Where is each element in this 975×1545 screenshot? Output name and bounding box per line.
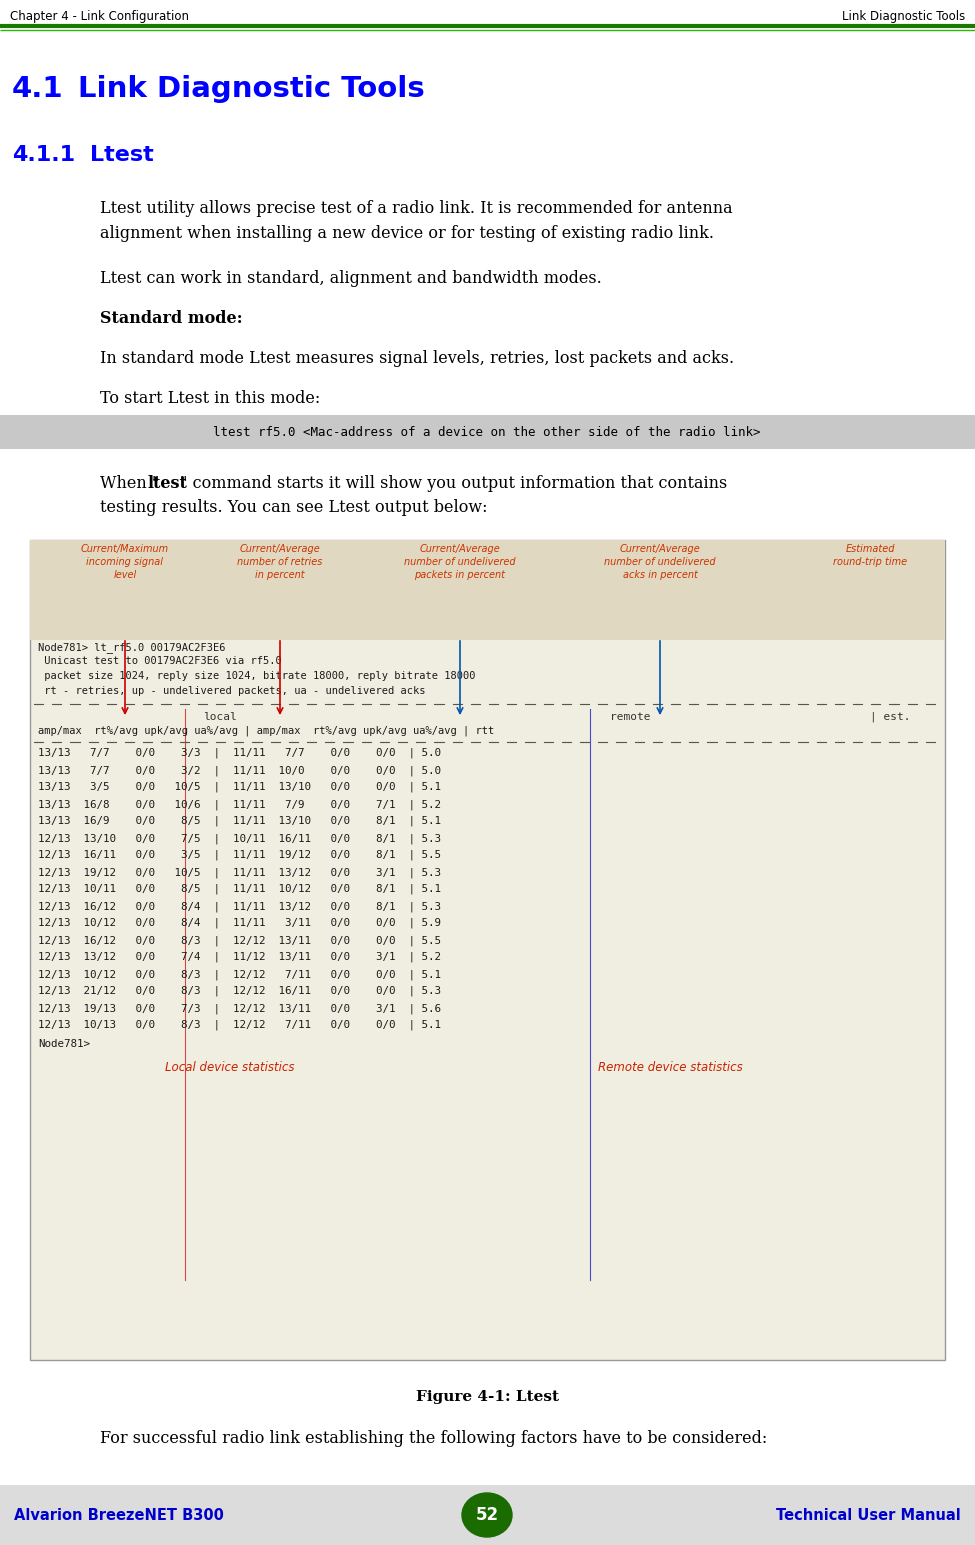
Text: 12/13  19/12   0/0   10/5  |  11/11  13/12   0/0    3/1  | 5.3: 12/13 19/12 0/0 10/5 | 11/11 13/12 0/0 3…	[38, 867, 441, 878]
Text: Node781> lt_rf5.0 00179AC2F3E6: Node781> lt_rf5.0 00179AC2F3E6	[38, 643, 225, 654]
Text: Alvarion BreezeNET B300: Alvarion BreezeNET B300	[14, 1508, 224, 1522]
Text: Estimated
round-trip time: Estimated round-trip time	[833, 544, 907, 567]
Text: Node781>: Node781>	[38, 1038, 90, 1049]
FancyBboxPatch shape	[30, 541, 945, 640]
Text: local: local	[203, 712, 237, 722]
Text: 12/13  16/11   0/0    3/5  |  11/11  19/12   0/0    8/1  | 5.5: 12/13 16/11 0/0 3/5 | 11/11 19/12 0/0 8/…	[38, 850, 441, 861]
Text: Current/Average
number of undelivered
acks in percent: Current/Average number of undelivered ac…	[604, 544, 716, 579]
Text: " command starts it will show you output information that contains: " command starts it will show you output…	[180, 474, 727, 491]
Text: Chapter 4 - Link Configuration: Chapter 4 - Link Configuration	[10, 9, 189, 23]
Text: 12/13  10/12   0/0    8/3  |  12/12   7/11   0/0    0/0  | 5.1: 12/13 10/12 0/0 8/3 | 12/12 7/11 0/0 0/0…	[38, 969, 441, 980]
Text: 12/13  13/10   0/0    7/5  |  10/11  16/11   0/0    8/1  | 5.3: 12/13 13/10 0/0 7/5 | 10/11 16/11 0/0 8/…	[38, 833, 441, 844]
Text: 12/13  13/12   0/0    7/4  |  11/12  13/11   0/0    3/1  | 5.2: 12/13 13/12 0/0 7/4 | 11/12 13/11 0/0 3/…	[38, 952, 441, 963]
Text: Unicast test to 00179AC2F3E6 via rf5.0: Unicast test to 00179AC2F3E6 via rf5.0	[38, 657, 282, 666]
Text: In standard mode Ltest measures signal levels, retries, lost packets and acks.: In standard mode Ltest measures signal l…	[100, 351, 734, 368]
Text: 12/13  16/12   0/0    8/4  |  11/11  13/12   0/0    8/1  | 5.3: 12/13 16/12 0/0 8/4 | 11/11 13/12 0/0 8/…	[38, 901, 441, 912]
Text: ltest: ltest	[148, 474, 188, 491]
Text: Ltest: Ltest	[90, 145, 154, 165]
Text: 12/13  21/12   0/0    8/3  |  12/12  16/11   0/0    0/0  | 5.3: 12/13 21/12 0/0 8/3 | 12/12 16/11 0/0 0/…	[38, 986, 441, 997]
Text: 52: 52	[476, 1506, 498, 1523]
FancyBboxPatch shape	[0, 1485, 975, 1545]
Text: 12/13  10/11   0/0    8/5  |  11/11  10/12   0/0    8/1  | 5.1: 12/13 10/11 0/0 8/5 | 11/11 10/12 0/0 8/…	[38, 884, 441, 895]
Text: Remote device statistics: Remote device statistics	[598, 1061, 742, 1074]
Text: Ltest can work in standard, alignment and bandwidth modes.: Ltest can work in standard, alignment an…	[100, 270, 602, 287]
Text: Figure 4-1: Ltest: Figure 4-1: Ltest	[415, 1390, 559, 1404]
FancyBboxPatch shape	[30, 541, 945, 1360]
Text: 4.1.1: 4.1.1	[12, 145, 75, 165]
Text: testing results. You can see Ltest output below:: testing results. You can see Ltest outpu…	[100, 499, 488, 516]
Text: 12/13  10/13   0/0    8/3  |  12/12   7/11   0/0    0/0  | 5.1: 12/13 10/13 0/0 8/3 | 12/12 7/11 0/0 0/0…	[38, 1020, 441, 1031]
Text: alignment when installing a new device or for testing of existing radio link.: alignment when installing a new device o…	[100, 226, 714, 243]
Text: Current/Average
number of undelivered
packets in percent: Current/Average number of undelivered pa…	[405, 544, 516, 579]
Text: 13/13   7/7    0/0    3/2  |  11/11  10/0    0/0    0/0  | 5.0: 13/13 7/7 0/0 3/2 | 11/11 10/0 0/0 0/0 |…	[38, 765, 441, 776]
Text: 13/13   3/5    0/0   10/5  |  11/11  13/10   0/0    0/0  | 5.1: 13/13 3/5 0/0 10/5 | 11/11 13/10 0/0 0/0…	[38, 782, 441, 793]
Text: 12/13  19/13   0/0    7/3  |  12/12  13/11   0/0    3/1  | 5.6: 12/13 19/13 0/0 7/3 | 12/12 13/11 0/0 3/…	[38, 1003, 441, 1014]
Ellipse shape	[462, 1492, 512, 1537]
Text: Current/Maximum
incoming signal
level: Current/Maximum incoming signal level	[81, 544, 169, 579]
Text: Current/Average
number of retries
in percent: Current/Average number of retries in per…	[237, 544, 323, 579]
Text: Technical User Manual: Technical User Manual	[776, 1508, 961, 1522]
Text: 13/13  16/9    0/0    8/5  |  11/11  13/10   0/0    8/1  | 5.1: 13/13 16/9 0/0 8/5 | 11/11 13/10 0/0 8/1…	[38, 816, 441, 827]
Text: 13/13  16/8    0/0   10/6  |  11/11   7/9    0/0    7/1  | 5.2: 13/13 16/8 0/0 10/6 | 11/11 7/9 0/0 7/1 …	[38, 799, 441, 810]
Text: 4.1: 4.1	[12, 76, 63, 104]
Text: 12/13  16/12   0/0    8/3  |  12/12  13/11   0/0    0/0  | 5.5: 12/13 16/12 0/0 8/3 | 12/12 13/11 0/0 0/…	[38, 935, 441, 946]
Text: | est.: | est.	[870, 712, 911, 723]
Text: 13/13   7/7    0/0    3/3  |  11/11   7/7    0/0    0/0  | 5.0: 13/13 7/7 0/0 3/3 | 11/11 7/7 0/0 0/0 | …	[38, 748, 441, 759]
Text: Link Diagnostic Tools: Link Diagnostic Tools	[78, 76, 425, 104]
Text: amp/max  rt%/avg upk/avg ua%/avg | amp/max  rt%/avg upk/avg ua%/avg | rtt: amp/max rt%/avg upk/avg ua%/avg | amp/ma…	[38, 726, 494, 737]
Text: Local device statistics: Local device statistics	[165, 1061, 294, 1074]
Text: To start Ltest in this mode:: To start Ltest in this mode:	[100, 389, 320, 406]
Text: Link Diagnostic Tools: Link Diagnostic Tools	[841, 9, 965, 23]
FancyBboxPatch shape	[0, 416, 975, 450]
Text: Standard mode:: Standard mode:	[100, 311, 243, 328]
Text: 12/13  10/12   0/0    8/4  |  11/11   3/11   0/0    0/0  | 5.9: 12/13 10/12 0/0 8/4 | 11/11 3/11 0/0 0/0…	[38, 918, 441, 929]
Text: rt - retries, up - undelivered packets, ua - undelivered acks: rt - retries, up - undelivered packets, …	[38, 686, 425, 695]
Text: remote: remote	[609, 712, 650, 722]
Text: packet size 1024, reply size 1024, bitrate 18000, reply bitrate 18000: packet size 1024, reply size 1024, bitra…	[38, 671, 476, 681]
Text: ltest rf5.0 <Mac-address of a device on the other side of the radio link>: ltest rf5.0 <Mac-address of a device on …	[214, 425, 760, 439]
Text: When ": When "	[100, 474, 159, 491]
Text: For successful radio link establishing the following factors have to be consider: For successful radio link establishing t…	[100, 1431, 767, 1448]
Text: Ltest utility allows precise test of a radio link. It is recommended for antenna: Ltest utility allows precise test of a r…	[100, 199, 732, 216]
